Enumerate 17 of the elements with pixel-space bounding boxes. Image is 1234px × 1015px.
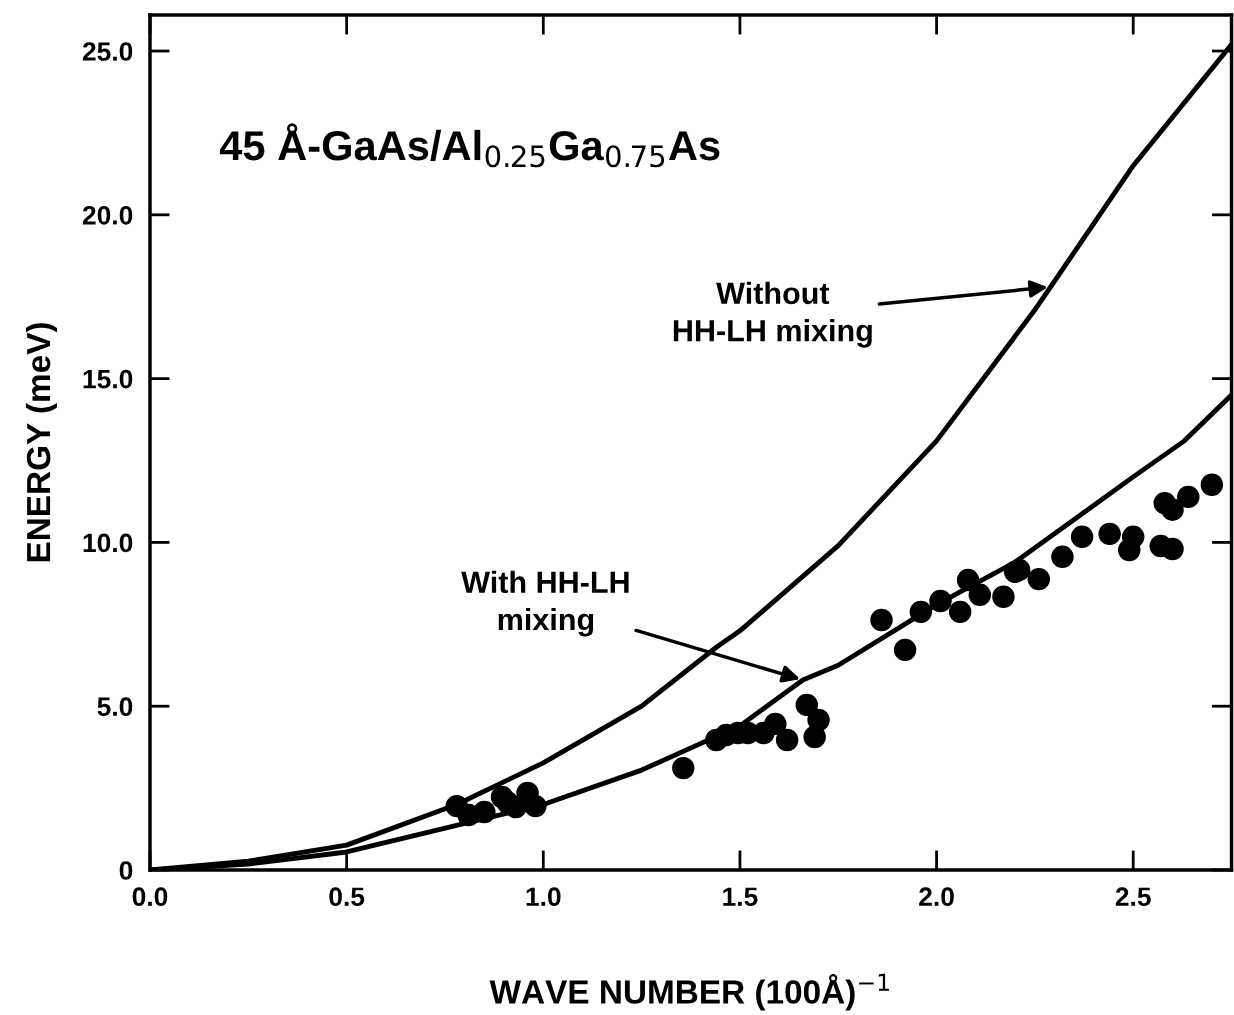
y-tick-label: 5.0 — [97, 697, 133, 717]
y-axis-title: ENERGY (meV) — [25, 323, 57, 562]
annotation: With HH-LH mixing — [461, 570, 629, 637]
x-tick-label: 0.0 — [132, 887, 168, 907]
annotation: Without HH-LH mixing — [673, 281, 872, 348]
x-axis-title: WAVE NUMBER (100Å)$^{−1}$ — [489, 973, 889, 1011]
x-tick-label: 1.5 — [723, 887, 758, 907]
x-tick-label: 1.0 — [526, 887, 561, 907]
text: 45 Å-GaAs/Al$_{0.25}$Ga$_{0.75}$As — [219, 123, 720, 168]
y-tick-label: 20.0 — [82, 205, 133, 225]
y-tick-label: 0 — [119, 861, 133, 880]
x-tick-label: 2.5 — [1115, 887, 1151, 907]
x-tick-label: 2.0 — [919, 887, 954, 907]
y-tick-label: 10.0 — [83, 533, 133, 553]
x-tick-label: 0.5 — [329, 887, 365, 907]
y-tick-label: 25.0 — [82, 42, 133, 61]
y-tick-label: 15.0 — [83, 369, 133, 389]
